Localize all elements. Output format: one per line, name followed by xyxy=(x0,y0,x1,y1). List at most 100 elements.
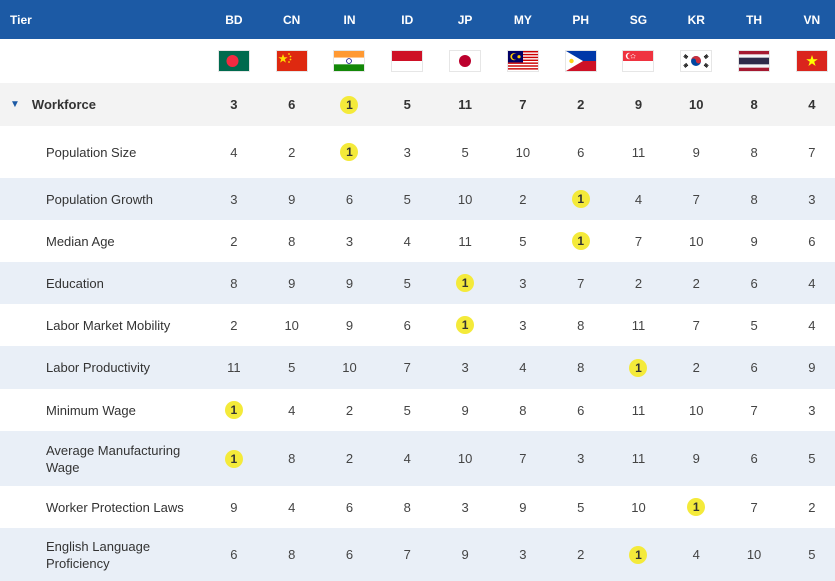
rank-cell-cn: 2 xyxy=(288,144,296,160)
rank-cell-in: 10 xyxy=(342,360,357,375)
row-label: Population Size xyxy=(46,144,137,160)
rank-cell-kr: 10 xyxy=(689,402,704,418)
rank-cell-my: 9 xyxy=(519,499,527,515)
country-header-id[interactable]: ID xyxy=(401,12,414,27)
rank-cell-vn: 3 xyxy=(808,402,816,418)
row-label: Worker Protection Laws xyxy=(46,499,184,515)
rank-cell-th: 7 xyxy=(750,402,758,418)
group-rank-in: 1 xyxy=(340,95,359,114)
rank-cell-cn: 4 xyxy=(288,402,296,418)
rank-cell-th: 9 xyxy=(750,233,758,249)
rank-cell-in: 2 xyxy=(345,402,354,418)
country-header-cn[interactable]: CN xyxy=(283,12,301,27)
rank-cell-cn: 10 xyxy=(284,317,299,333)
rank-cell-sg: 1 xyxy=(629,358,648,377)
rank-cell-id: 4 xyxy=(403,233,411,249)
rank-cell-jp: 9 xyxy=(461,547,469,562)
rank-cell-sg: 11 xyxy=(631,317,646,333)
rank-cell-sg: 10 xyxy=(631,499,646,515)
tier-header[interactable]: Tier xyxy=(10,12,32,27)
rank-cell-jp: 1 xyxy=(456,316,475,334)
india-flag-icon xyxy=(334,51,365,71)
rank-cell-bd: 2 xyxy=(230,233,238,249)
rank-cell-in: 6 xyxy=(345,499,354,515)
group-rank-jp: 11 xyxy=(458,97,472,112)
rank-cell-sg: 11 xyxy=(631,402,646,418)
table-row: Minimum Wage 1 4 2 5 9 8 6 11 10 7 3 xyxy=(0,389,835,431)
rank-cell-ph: 7 xyxy=(577,275,585,291)
group-rank-vn: 4 xyxy=(808,97,816,112)
table-row: Labor Market Mobility 2 10 9 6 1 3 8 11 7 5 4 xyxy=(0,304,835,346)
row-label: Labor Productivity xyxy=(46,360,151,375)
country-header-th[interactable]: TH xyxy=(746,12,763,27)
rank-cell-ph: 5 xyxy=(577,499,585,515)
country-header-vn[interactable]: VN xyxy=(803,12,821,27)
rank-cell-in: 9 xyxy=(345,275,354,291)
rank-cell-id: 5 xyxy=(403,275,411,291)
group-rank-cn: 6 xyxy=(288,97,296,112)
rank-cell-th: 6 xyxy=(750,451,758,466)
rank-cell-kr: 9 xyxy=(692,451,700,466)
rank-cell-id: 3 xyxy=(403,144,411,160)
rank-cell-th: 8 xyxy=(750,144,758,160)
rank-cell-ph: 2 xyxy=(577,547,585,562)
japan-flag-icon xyxy=(450,51,481,71)
collapse-triangle-icon[interactable]: ▼ xyxy=(10,99,20,110)
country-header-my[interactable]: MY xyxy=(513,12,532,27)
rank-cell-bd: 2 xyxy=(230,317,238,333)
rank-cell-kr: 4 xyxy=(692,547,700,562)
rank-cell-sg: 2 xyxy=(634,275,643,291)
rank-cell-th: 8 xyxy=(750,191,758,207)
group-row-workforce[interactable]: ▼ Workforce 3 6 1 5 11 7 2 9 10 8 4 xyxy=(0,83,835,126)
group-rank-my: 7 xyxy=(519,97,527,112)
rank-cell-ph: 8 xyxy=(577,360,585,375)
rank-cell-id: 6 xyxy=(403,317,411,333)
group-rank-ph: 2 xyxy=(577,97,585,112)
row-label: Education xyxy=(46,275,104,291)
country-header-sg[interactable]: SG xyxy=(629,12,648,27)
country-header-in[interactable]: IN xyxy=(343,12,356,27)
rank-cell-th: 5 xyxy=(750,317,758,333)
rank-cell-kr: 10 xyxy=(689,233,704,249)
rank-cell-cn: 4 xyxy=(288,499,296,515)
group-rank-sg: 9 xyxy=(634,97,643,112)
country-header-kr[interactable]: KR xyxy=(687,12,705,27)
vietnam-flag-icon xyxy=(796,51,827,71)
rank-cell-in: 2 xyxy=(345,451,354,466)
rank-cell-vn: 2 xyxy=(808,499,816,515)
rank-cell-bd: 6 xyxy=(230,547,238,562)
table-row: Labor Productivity 11 5 10 7 3 4 8 1 2 6 9 xyxy=(0,346,835,389)
indonesia-flag-icon xyxy=(392,51,423,71)
country-header-ph[interactable]: PH xyxy=(572,12,590,27)
country-header-jp[interactable]: JP xyxy=(457,12,473,27)
rank-cell-sg: 11 xyxy=(631,144,646,160)
row-label: English Language Proficiency xyxy=(46,538,151,571)
thailand-flag-icon xyxy=(739,51,770,71)
rank-cell-vn: 6 xyxy=(808,233,816,249)
rank-cell-ph: 6 xyxy=(577,144,585,160)
rank-cell-cn: 8 xyxy=(288,233,296,249)
rank-cell-th: 10 xyxy=(746,547,762,562)
group-label: Workforce xyxy=(31,97,96,112)
rank-cell-jp: 3 xyxy=(461,360,469,375)
rank-cell-id: 5 xyxy=(403,402,411,418)
table-row: Average Manufacturing Wage 1 8 2 4 10 7 3 11 9 6 5 xyxy=(0,431,835,486)
philippines-flag-icon xyxy=(565,51,596,71)
rank-cell-sg: 11 xyxy=(631,451,646,466)
row-label: Average Manufacturing Wage xyxy=(46,442,181,475)
table-row: Population Growth 3 9 6 5 10 2 1 4 7 8 3 xyxy=(0,178,835,220)
rank-cell-vn: 3 xyxy=(808,191,816,207)
rank-cell-bd: 1 xyxy=(224,449,243,468)
rank-cell-in: 1 xyxy=(340,143,359,161)
rank-cell-my: 10 xyxy=(515,144,531,160)
rank-cell-sg: 7 xyxy=(634,233,643,249)
rank-cell-ph: 8 xyxy=(577,317,585,333)
rank-cell-vn: 7 xyxy=(808,144,816,160)
country-header-bd[interactable]: BD xyxy=(225,12,243,27)
china-flag-icon xyxy=(276,51,307,71)
rank-cell-jp: 1 xyxy=(456,274,475,292)
rank-cell-bd: 11 xyxy=(227,360,241,375)
malaysia-flag-icon xyxy=(507,51,538,71)
rank-cell-cn: 8 xyxy=(288,451,296,466)
